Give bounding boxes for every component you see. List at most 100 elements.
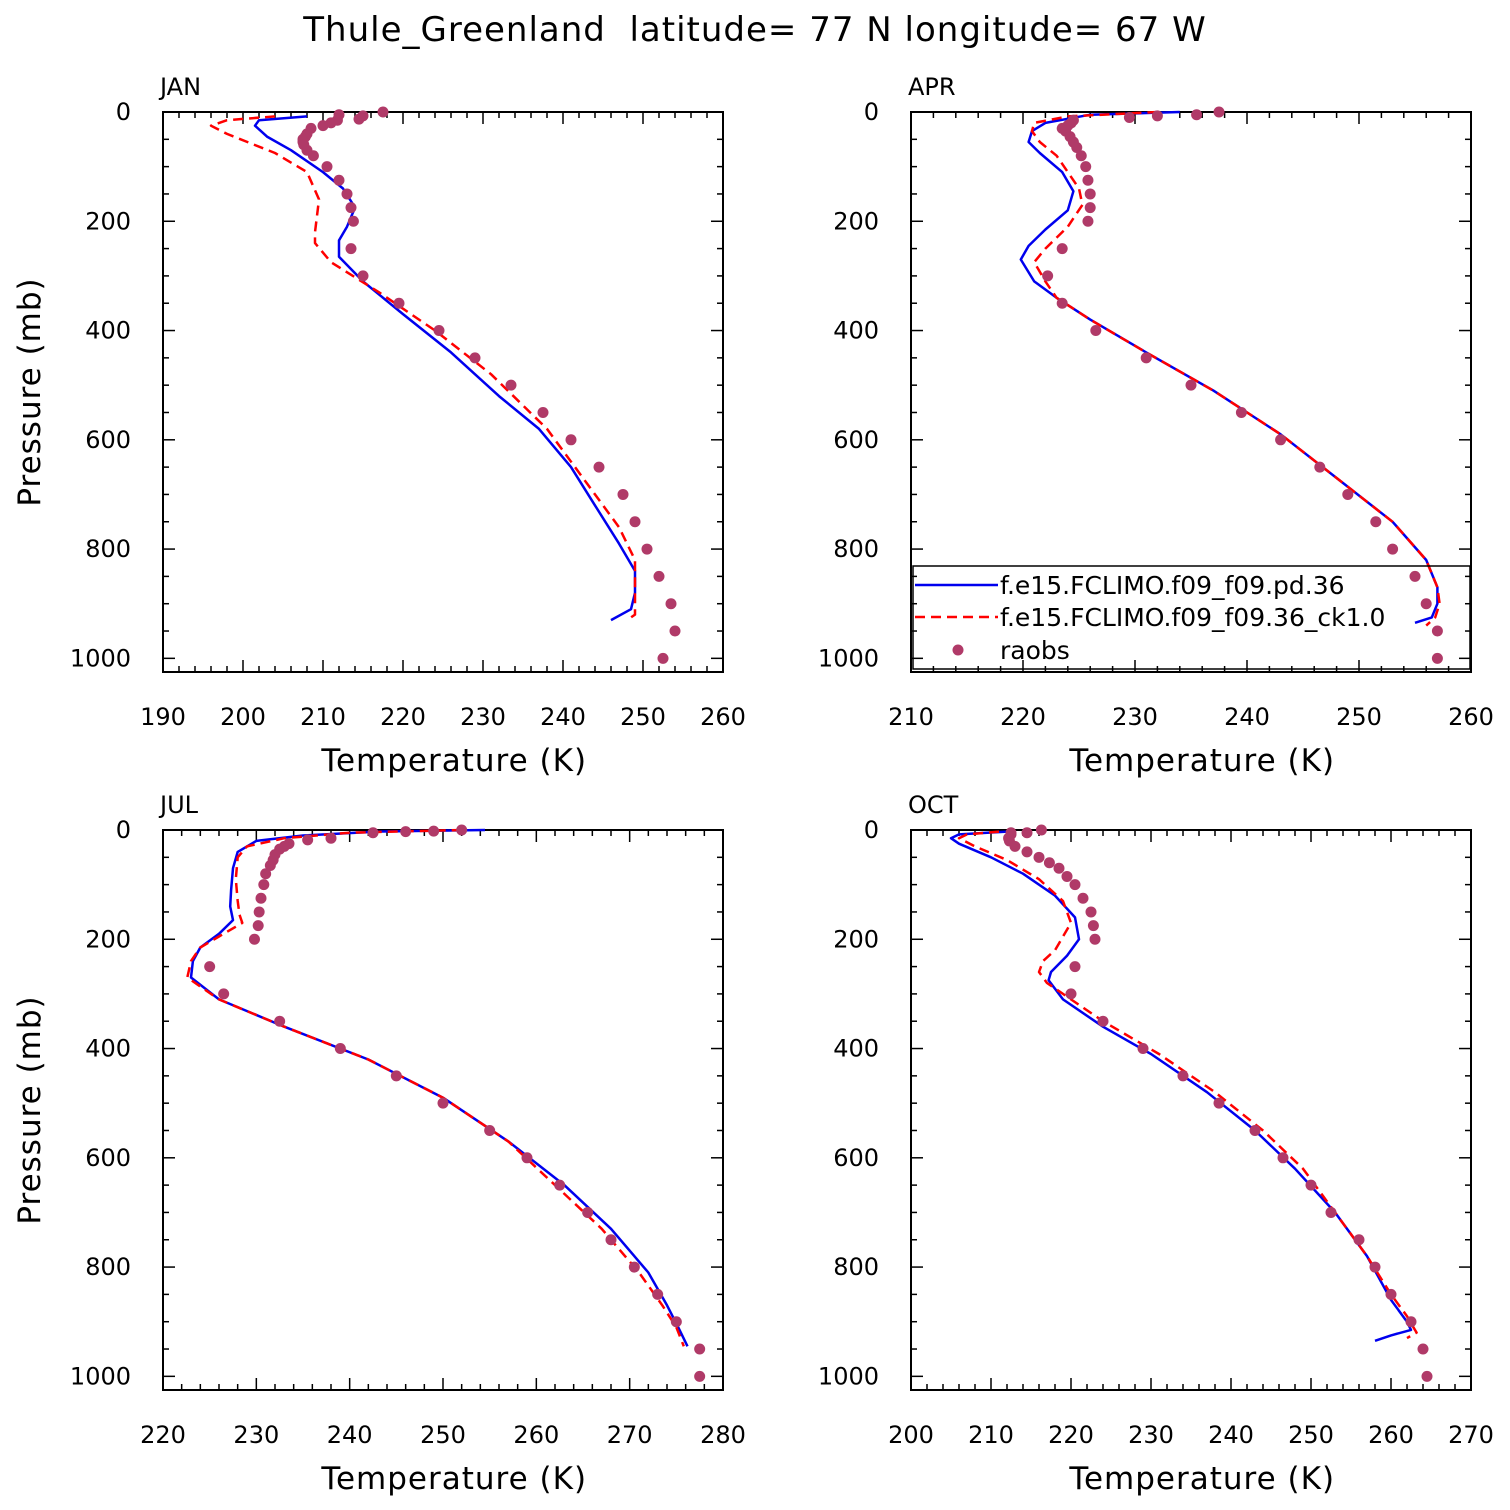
x-tick-label: 230 [1128, 1421, 1174, 1449]
raobs-point [302, 834, 314, 846]
raobs-point [629, 516, 641, 528]
raobs-point [653, 570, 665, 582]
raobs-point [1056, 243, 1068, 255]
x-tick-label: 270 [607, 1421, 653, 1449]
x-tick-label: 210 [968, 1421, 1014, 1449]
series-line-ck10 [186, 828, 685, 1347]
raobs-point [1069, 961, 1081, 973]
x-tick-label: 260 [1368, 1421, 1414, 1449]
x-tick-label: 230 [1112, 703, 1158, 731]
raobs-point [1235, 406, 1247, 418]
raobs-point [1042, 270, 1054, 282]
x-tick-label: 210 [888, 703, 934, 731]
panel-label: JAN [158, 73, 201, 101]
x-tick-label: 240 [540, 703, 586, 731]
y-tick-label: 0 [116, 816, 131, 844]
y-tick-label: 200 [85, 925, 131, 953]
raobs-point [641, 543, 653, 555]
raobs-point [317, 120, 329, 132]
raobs-point [258, 879, 270, 891]
x-tick-label: 200 [888, 1421, 934, 1449]
raobs-point [1213, 1097, 1225, 1109]
raobs-point [456, 824, 468, 836]
raobs-point [357, 270, 369, 282]
legend-label: f.e15.FCLIMO.f09_f09.36_ck1.0 [1000, 603, 1385, 632]
raobs-point [1082, 174, 1094, 186]
raobs-point [1033, 851, 1045, 863]
x-tick-label: 230 [460, 703, 506, 731]
x-axis-title: Temperature (K) [1068, 1461, 1335, 1497]
raobs-point [1069, 879, 1081, 891]
raobs-point [1021, 827, 1033, 839]
series-line-pd36 [1019, 110, 1439, 624]
y-tick-label: 1000 [818, 644, 879, 672]
panel-jan: 190 200 210 220 230 240 250 260 0 200 400 600 800 100… [12, 73, 746, 779]
x-tick-label: 250 [1336, 703, 1382, 731]
raobs-point [1043, 857, 1055, 869]
panel-apr: 210 220 230 240 250 260 0 200 400 600 800 1000 APR Te… [818, 73, 1494, 779]
x-axis-title: Temperature (K) [1068, 743, 1335, 779]
panel-label: OCT [908, 791, 959, 819]
raobs-point [657, 652, 669, 664]
y-tick-label: 1000 [818, 1362, 879, 1390]
y-tick-label: 0 [864, 98, 879, 126]
plot-frame [910, 111, 1472, 673]
panel-jul: 220 230 240 250 260 270 280 0 200 400 600 800 1000 JU… [12, 791, 746, 1497]
y-tick-label: 200 [833, 207, 879, 235]
y-tick-label: 1000 [70, 644, 131, 672]
raobs-point [1431, 652, 1443, 664]
raobs-point [1409, 570, 1421, 582]
x-tick-label: 220 [1048, 1421, 1094, 1449]
y-tick-label: 600 [85, 1144, 131, 1172]
raobs-point [1275, 434, 1287, 446]
x-tick-label: 220 [140, 1421, 186, 1449]
raobs-point [252, 920, 264, 932]
raobs-point [1075, 150, 1087, 162]
legend-label: f.e15.FCLIMO.f09_f09.pd.36 [1000, 571, 1345, 600]
raobs-point [1123, 111, 1135, 123]
y-tick-label: 800 [85, 535, 131, 563]
y-tick-label: 800 [85, 1253, 131, 1281]
raobs-point [433, 325, 445, 337]
raobs-point [669, 625, 681, 637]
raobs-point [617, 488, 629, 500]
raobs-point [565, 434, 577, 446]
raobs-point [367, 827, 379, 839]
raobs-point [469, 352, 481, 364]
panel-oct: 200 210 220 230 240 250 260 270 0 200 400 600 800 100… [818, 791, 1494, 1497]
raobs-point [694, 1370, 706, 1382]
raobs-point [334, 1043, 346, 1055]
raobs-point [1421, 1370, 1433, 1382]
raobs-point [1084, 202, 1096, 214]
raobs-point [1177, 1070, 1189, 1082]
raobs-point [1071, 142, 1083, 154]
y-tick-label: 400 [85, 1035, 131, 1063]
raobs-point [345, 202, 357, 214]
raobs-point [1021, 846, 1033, 858]
x-tick-label: 270 [1448, 1421, 1494, 1449]
raobs-point [377, 106, 389, 118]
raobs-point [1082, 215, 1094, 227]
raobs-point [1385, 1288, 1397, 1300]
legend: f.e15.FCLIMO.f09_f09.pd.36 f.e15.FCLIMO.f… [912, 565, 1471, 670]
raobs-point [218, 988, 230, 1000]
x-tick-label: 250 [620, 703, 666, 731]
x-tick-label: 280 [700, 1421, 746, 1449]
x-tick-label: 260 [513, 1421, 559, 1449]
raobs-point [1056, 297, 1068, 309]
y-tick-label: 200 [833, 925, 879, 953]
x-tick-label: 240 [1224, 703, 1270, 731]
raobs-point [1065, 988, 1077, 1000]
raobs-point [1077, 892, 1089, 904]
raobs-point [1053, 862, 1065, 874]
x-tick-label: 230 [233, 1421, 279, 1449]
raobs-point [1085, 906, 1097, 918]
raobs-point [1191, 109, 1203, 121]
raobs-point [1009, 840, 1021, 852]
raobs-point [1035, 824, 1047, 836]
y-tick-label: 400 [833, 1035, 879, 1063]
legend-label: raobs [1000, 636, 1070, 665]
raobs-point [333, 174, 345, 186]
y-tick-label: 400 [85, 317, 131, 345]
